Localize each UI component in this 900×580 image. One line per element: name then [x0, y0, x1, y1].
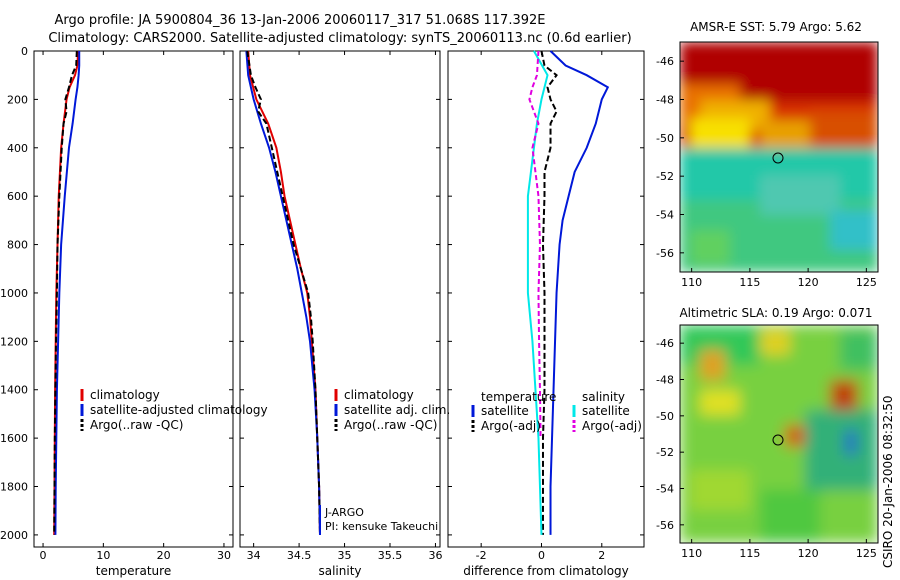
y-tick-label: 400: [7, 142, 28, 155]
x-tick-label: 120: [798, 276, 819, 289]
argo-profile-line: [246, 50, 321, 535]
plot-frame: [239, 50, 441, 548]
y-tick-label: -52: [656, 446, 674, 459]
y-tick-label: -48: [656, 94, 674, 107]
y-tick-label: -54: [656, 209, 674, 222]
legend-label: climatology: [90, 388, 160, 402]
x-tick-label: 10: [96, 549, 110, 562]
temperature-satellite-diff-line: [549, 50, 610, 535]
x-tick-label: 0: [538, 549, 545, 562]
legend-label: satellite: [582, 404, 630, 418]
temperature-argo-diff-line: [540, 50, 558, 535]
y-tick-label: 1800: [0, 481, 28, 494]
y-tick-label: 1400: [0, 384, 28, 397]
legend-label: Argo(..raw -QC): [344, 418, 437, 432]
legend-label: climatology: [344, 388, 414, 402]
y-tick-label: 0: [21, 45, 28, 58]
plot-frame: [447, 50, 645, 548]
x-tick-label: 120: [798, 547, 819, 560]
sst-map-panel: AMSR-E SST: 5.79 Argo: 5.62 110 115 120 125…: [656, 20, 879, 289]
sst-map-frame: [679, 41, 879, 273]
x-tick-label: 34.5: [287, 549, 312, 562]
difference-profile-panel: -2 0 2 difference from climatology temperatu…: [447, 50, 645, 578]
climatology-line: [247, 50, 321, 535]
sla-map-title: Altimetric SLA: 0.19 Argo: 0.071: [679, 306, 872, 320]
x-tick-label: 30: [217, 549, 231, 562]
y-tick-label: 1000: [0, 287, 28, 300]
x-tick-label: 110: [681, 547, 702, 560]
x-axis-label: salinity: [318, 564, 361, 578]
x-tick-label: 125: [856, 547, 877, 560]
y-tick-label: 1200: [0, 335, 28, 348]
x-tick-label: 2: [598, 549, 605, 562]
salinity-argo-diff-line: [528, 50, 542, 439]
legend-label: satellite adj. clim.: [344, 403, 450, 417]
sla-map-panel: Altimetric SLA: 0.19 Argo: 0.071 110 115 1…: [656, 306, 879, 560]
temperature-profile-panel: 0 10 20 30 temperature 0 200 400 600 800 1000 1200 1…: [0, 45, 268, 578]
x-axis-label: temperature: [96, 564, 171, 578]
pi-name-label: PI: kensuke Takeuchi: [325, 520, 438, 533]
y-tick-label: -46: [656, 337, 674, 350]
figure-title-line1: Argo profile: JA 5900804_36 13-Jan-2006 …: [55, 13, 546, 28]
y-tick-label: 800: [7, 239, 28, 252]
salinity-satellite-diff-line: [526, 50, 549, 535]
x-tick-label: 34: [247, 549, 261, 562]
y-tick-label: -46: [656, 55, 674, 68]
y-tick-label: -56: [656, 247, 674, 260]
argo-profile-line: [53, 50, 78, 535]
x-tick-label: 0: [40, 549, 47, 562]
x-tick-label: 36: [428, 549, 442, 562]
legend-label: satellite: [481, 404, 529, 418]
y-tick-label: -52: [656, 170, 674, 183]
x-tick-label: 115: [739, 276, 760, 289]
legend-label: Argo(-adj): [582, 419, 642, 433]
y-tick-label: -56: [656, 519, 674, 532]
legend-label: satellite-adjusted climatology: [90, 403, 268, 417]
x-tick-label: 115: [739, 547, 760, 560]
x-tick-label: -2: [476, 549, 487, 562]
plot-frame: [33, 50, 234, 548]
csiro-timestamp: CSIRO 20-Jan-2006 08:32:50: [881, 396, 895, 568]
x-tick-label: 35.5: [378, 549, 403, 562]
float-position-marker: [772, 152, 784, 164]
y-tick-label: -50: [656, 132, 674, 145]
y-tick-label: 1600: [0, 432, 28, 445]
argo-program-label: J-ARGO: [324, 506, 364, 519]
y-tick-label: 200: [7, 93, 28, 106]
x-tick-label: 125: [856, 276, 877, 289]
legend-label: Argo(-adj): [481, 419, 541, 433]
legend-title-temperature: temperature: [481, 390, 556, 404]
y-tick-label: 600: [7, 190, 28, 203]
legend-title-salinity: salinity: [582, 390, 625, 404]
satellite-climatology-line: [54, 51, 81, 535]
x-tick-label: 110: [681, 276, 702, 289]
sla-map-frame: [679, 324, 879, 544]
float-position-marker: [772, 434, 784, 446]
legend-label: Argo(..raw -QC): [90, 418, 183, 432]
x-axis-label: difference from climatology: [463, 564, 629, 578]
sst-heatmap: [680, 42, 878, 272]
figure-title-line2: Climatology: CARS2000. Satellite-adjuste…: [48, 31, 631, 46]
y-tick-label: -50: [656, 410, 674, 423]
salinity-profile-panel: 34 34.5 35 35.5 36 salinity climatologysatelli…: [239, 50, 450, 578]
y-tick-label: 2000: [0, 529, 28, 542]
y-tick-label: -54: [656, 483, 674, 496]
sla-heatmap: [680, 325, 878, 543]
x-tick-label: 20: [157, 549, 171, 562]
sst-map-title: AMSR-E SST: 5.79 Argo: 5.62: [690, 20, 862, 34]
y-tick-label: -48: [656, 374, 674, 387]
x-tick-label: 35: [338, 549, 352, 562]
